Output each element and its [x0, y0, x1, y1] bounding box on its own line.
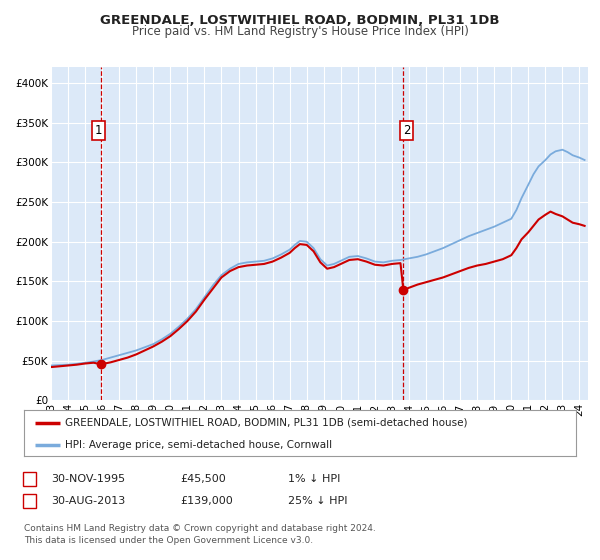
Text: 30-NOV-1995: 30-NOV-1995: [51, 474, 125, 483]
Text: Contains HM Land Registry data © Crown copyright and database right 2024.
This d: Contains HM Land Registry data © Crown c…: [24, 524, 376, 545]
Text: £139,000: £139,000: [180, 496, 233, 506]
Text: HPI: Average price, semi-detached house, Cornwall: HPI: Average price, semi-detached house,…: [65, 440, 332, 450]
Text: 2: 2: [26, 496, 33, 506]
Text: 1: 1: [94, 124, 102, 137]
Text: 2: 2: [403, 124, 410, 137]
Text: £45,500: £45,500: [180, 474, 226, 483]
Text: 1: 1: [26, 474, 33, 483]
Text: GREENDALE, LOSTWITHIEL ROAD, BODMIN, PL31 1DB (semi-detached house): GREENDALE, LOSTWITHIEL ROAD, BODMIN, PL3…: [65, 418, 468, 428]
Text: GREENDALE, LOSTWITHIEL ROAD, BODMIN, PL31 1DB: GREENDALE, LOSTWITHIEL ROAD, BODMIN, PL3…: [100, 14, 500, 27]
Text: 25% ↓ HPI: 25% ↓ HPI: [288, 496, 347, 506]
Text: Price paid vs. HM Land Registry's House Price Index (HPI): Price paid vs. HM Land Registry's House …: [131, 25, 469, 38]
Text: 1% ↓ HPI: 1% ↓ HPI: [288, 474, 340, 483]
Text: 30-AUG-2013: 30-AUG-2013: [51, 496, 125, 506]
